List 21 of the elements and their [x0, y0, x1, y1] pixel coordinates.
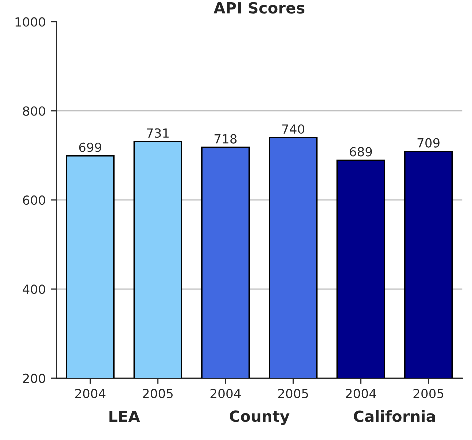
data-label: 718 [214, 134, 237, 144]
x-tick-label: 2004 [210, 389, 241, 398]
x-tick-label: 2005 [414, 389, 444, 398]
text: County [230, 410, 290, 426]
data-label: 699 [79, 142, 102, 152]
data-label: 689 [350, 147, 372, 157]
x-tick-label: 2005 [143, 389, 173, 398]
text: LEA [110, 410, 140, 422]
y-tick-label: 400 [22, 284, 46, 294]
data-label: 740 [282, 124, 305, 134]
x-tick-label: 2004 [75, 389, 106, 398]
x-tick-label: 2005 [278, 389, 308, 398]
data-label: 731 [147, 128, 169, 138]
y-tick-label: 600 [23, 196, 46, 206]
y-tick-label: 1000 [16, 17, 46, 27]
x-tick-label: 2004 [346, 389, 376, 398]
y-tick-label: 200 [23, 374, 46, 384]
data-label: 709 [418, 138, 440, 148]
text: California [354, 410, 436, 422]
y-tick-label: 800 [23, 106, 46, 116]
chart-title: API Scores [214, 2, 305, 14]
